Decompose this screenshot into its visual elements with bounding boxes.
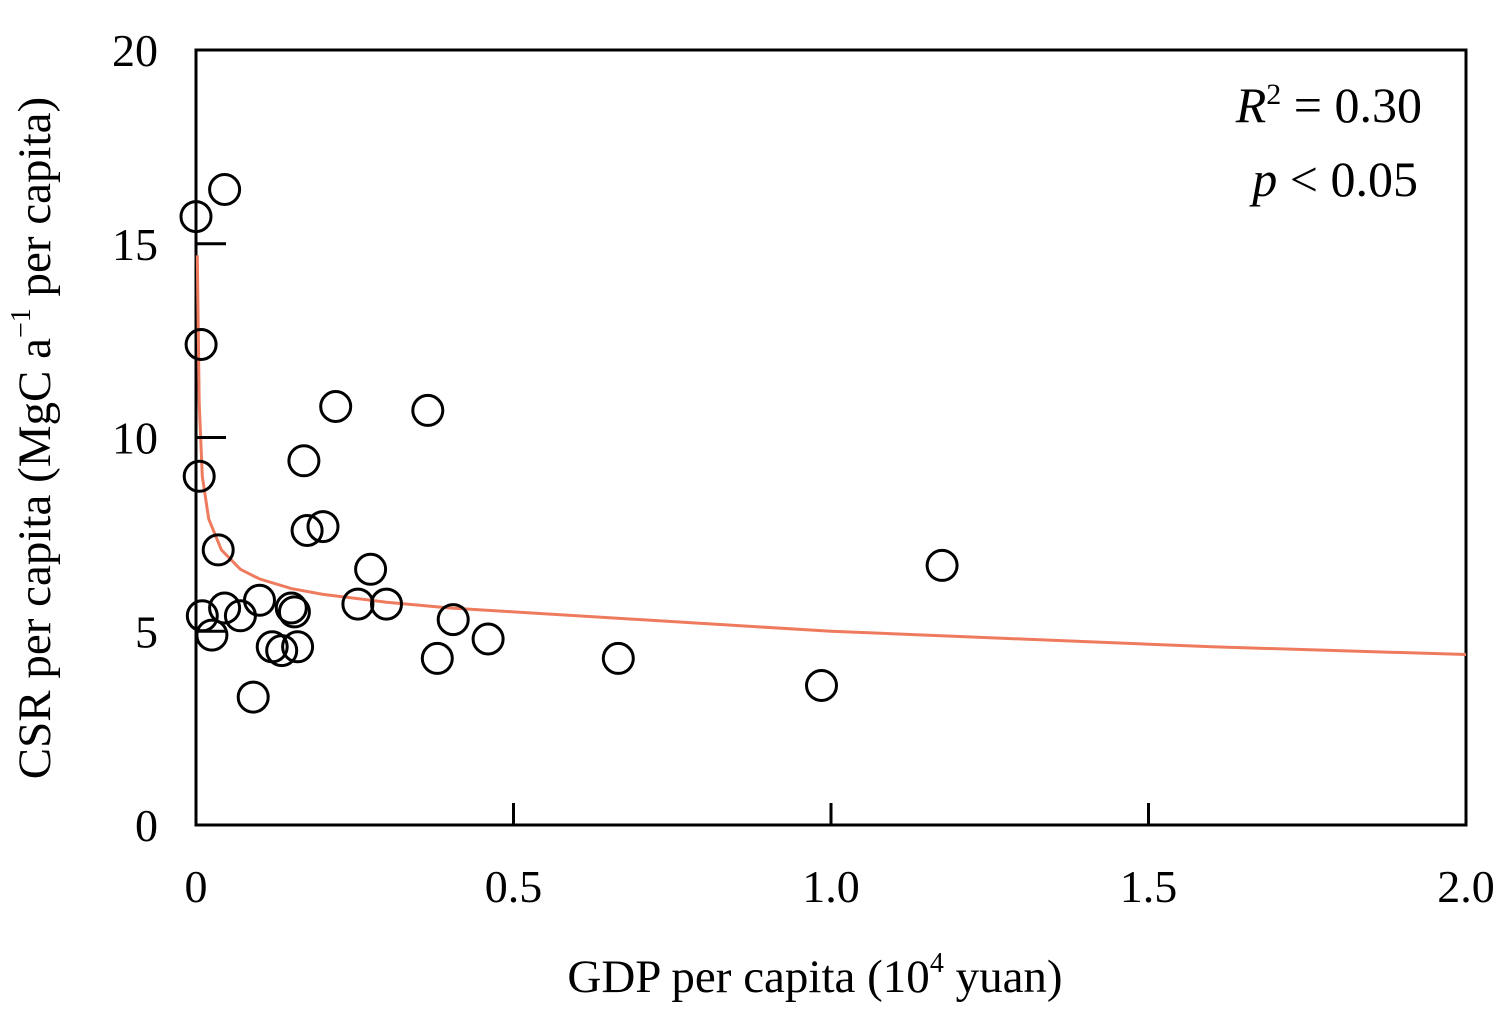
y-tick-label: 20 [112, 25, 158, 76]
data-point [195, 618, 229, 652]
x-axis-label: GDP per capita (104 yuan) [567, 948, 1062, 1003]
x-tick-label: 2.0 [1437, 861, 1495, 912]
x-tick-label: 0.5 [485, 861, 543, 912]
y-tick-label: 5 [135, 606, 158, 657]
data-point [184, 328, 218, 361]
data-point [236, 680, 270, 714]
x-tick-label: 1.0 [802, 861, 860, 912]
data-point [208, 591, 242, 625]
data-point [411, 393, 445, 427]
data-point [243, 583, 276, 617]
data-point [290, 514, 324, 547]
data-point [601, 641, 635, 675]
y-tick-label: 10 [112, 413, 158, 464]
data-point [341, 587, 375, 621]
data-point [208, 173, 242, 206]
data-point [287, 444, 321, 478]
data-point [471, 622, 505, 656]
data-point [201, 533, 235, 567]
fit-curve-layer [195, 255, 1467, 656]
data-point [281, 630, 315, 664]
data-point [179, 200, 213, 234]
data-point [277, 595, 311, 629]
data-point [274, 591, 308, 625]
data-point [805, 669, 838, 702]
ticks-layer: 0 0.5 1.0 1.5 2.0 0 5 10 15 20 [112, 25, 1495, 912]
fit-curve [195, 255, 1467, 656]
r-squared-annotation: R2 = 0.30 [1235, 77, 1422, 133]
points-layer [179, 173, 959, 714]
x-tick-label: 1.5 [1120, 861, 1178, 912]
data-point [420, 641, 454, 675]
data-point [354, 552, 388, 586]
y-tick-label: 0 [135, 800, 158, 851]
data-point [370, 587, 403, 621]
data-point [306, 510, 340, 544]
x-tick-label: 0 [185, 861, 208, 912]
y-axis-label: CSR per capita (MgC a−1 per capita) [6, 97, 61, 779]
data-point [265, 634, 299, 668]
data-point [319, 390, 353, 423]
data-point [185, 599, 219, 633]
data-point [925, 548, 959, 582]
p-value-annotation: p < 0.05 [1249, 151, 1418, 207]
data-point [436, 603, 470, 637]
data-point [182, 459, 216, 493]
y-tick-label: 15 [112, 219, 158, 270]
